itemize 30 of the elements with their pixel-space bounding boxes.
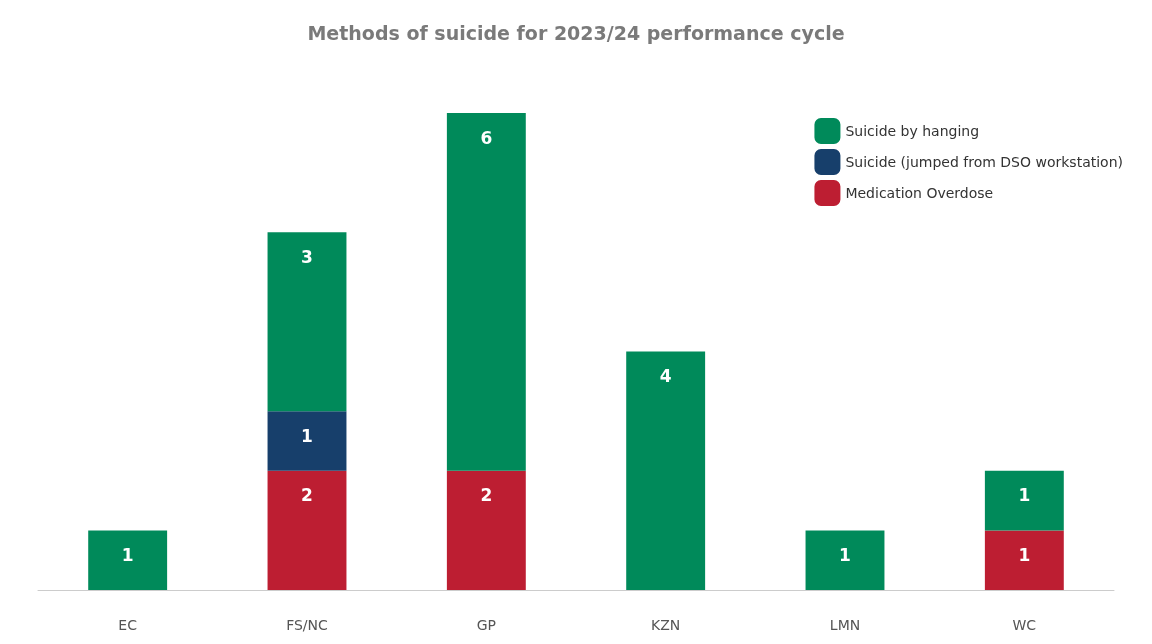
bar (267, 411, 347, 471)
data-label: 4 (659, 366, 672, 386)
x-tick-label: KZN (651, 617, 681, 633)
x-tick-label: GP (476, 617, 496, 633)
bar (267, 232, 347, 412)
data-label: 2 (480, 485, 493, 506)
data-label: 1 (1018, 544, 1031, 565)
x-tick-label: EC (118, 617, 138, 633)
bar (805, 530, 885, 590)
chart-title: Methods of suicide for 2023/24 performance cycle (307, 21, 845, 44)
bar (984, 470, 1064, 531)
bar (88, 530, 168, 590)
bar (984, 530, 1064, 590)
bar (446, 113, 526, 471)
data-label: 3 (301, 246, 313, 267)
data-label: 1 (839, 544, 851, 565)
x-tick-label: FS/NC (286, 617, 329, 633)
data-label: 2 (301, 485, 313, 506)
legend-label: Medication Overdose (845, 185, 994, 201)
bar (446, 470, 526, 590)
bar (267, 470, 347, 590)
data-label: 1 (1018, 485, 1031, 506)
bar (626, 351, 706, 590)
data-label: 1 (301, 425, 313, 446)
legend-label: Suicide by hanging (845, 123, 980, 139)
x-tick-label: WC (1012, 617, 1037, 633)
data-label: 1 (121, 544, 134, 565)
x-tick-label: LMN (829, 617, 861, 633)
data-label: 6 (480, 127, 493, 148)
legend-label: Suicide (jumped from DSO workstation) (845, 154, 1123, 170)
